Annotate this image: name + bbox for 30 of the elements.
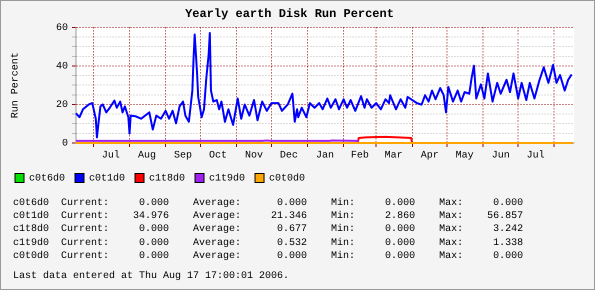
x-tick-label: Oct [208, 150, 227, 162]
y-tick-label: 60 [56, 23, 68, 34]
chart-title: Yearly earth Disk Run Percent [185, 7, 394, 22]
legend-label: c1t9d0 [209, 172, 246, 185]
x-tick-label: Dec [280, 150, 298, 162]
x-tick-label: Feb [350, 150, 369, 162]
legend-label: c0t1d0 [89, 172, 126, 185]
x-tick-label: Jul [102, 150, 120, 162]
x-tick-label: Sep [174, 150, 192, 162]
x-tick-label: Jul [526, 150, 545, 162]
y-tick-label: 20 [56, 100, 68, 112]
legend-label: c0t0d0 [269, 172, 306, 185]
text: c1t8d0 Current: 0.000 Average: 0.677 Min: 0.000 Max: 3.242 [13, 223, 524, 237]
text: c0t1d0 Current: 34.976 Average: 21.346 Min: 2.860 Max: 56.857 [13, 210, 524, 224]
x-tick-label: Jun [492, 150, 510, 162]
y-axis-title: Run Percent [10, 52, 22, 118]
x-tick-label: Mar [384, 150, 403, 162]
text: c0t0d0 Current: 0.000 Average: 0.000 Min: 0.000 Max: 0.000 [13, 250, 524, 264]
text: Last data entered at Thu Aug 17 17:00:01 2006. [13, 270, 290, 284]
legend-label: c0t6d0 [29, 172, 66, 185]
text: c1t9d0 Current: 0.000 Average: 0.532 Min: 0.000 Max: 1.338 [13, 236, 524, 250]
y-tick-label: 40 [56, 62, 68, 73]
y-tick-label: 0 [62, 138, 68, 150]
x-tick-label: Jan [316, 150, 334, 162]
text: c0t6d0 Current: 0.000 Average: 0.000 Min: 0.000 Max: 0.000 [13, 197, 524, 210]
x-tick-label: Nov [245, 150, 264, 162]
x-tick-label: Apr [420, 150, 439, 162]
legend-label: c1t8d0 [149, 172, 186, 185]
x-tick-label: Aug [138, 150, 156, 162]
x-tick-label: May [456, 150, 474, 162]
